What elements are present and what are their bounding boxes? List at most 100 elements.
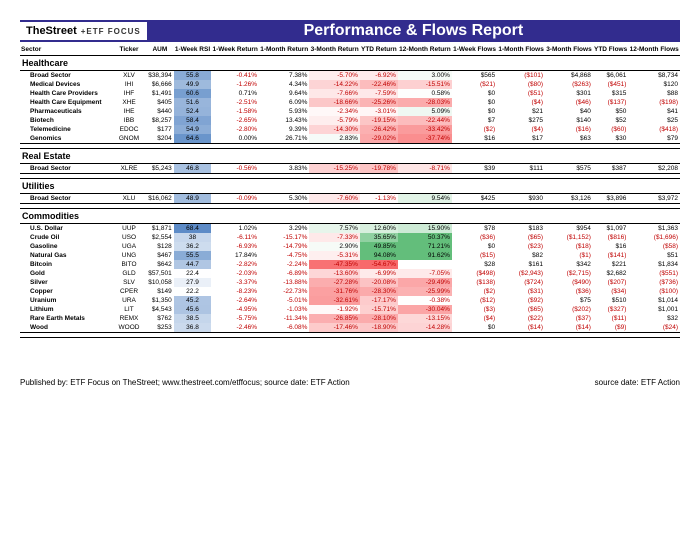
cell-ytd: -22.46% bbox=[360, 80, 398, 89]
cell-ticker: REMX bbox=[112, 314, 146, 323]
cell-fm3: ($490) bbox=[545, 278, 593, 287]
cell-m12: -13.15% bbox=[398, 314, 452, 323]
cell-ticker: LIT bbox=[112, 305, 146, 314]
cell-rsi: 52.4 bbox=[174, 107, 212, 116]
cell-m12: 50.37% bbox=[398, 233, 452, 242]
cell-fytd: ($34) bbox=[593, 287, 629, 296]
cell-ticker: IHE bbox=[112, 107, 146, 116]
cell-m12: -8.71% bbox=[398, 164, 452, 174]
cell-m3: -17.46% bbox=[309, 323, 359, 333]
performance-table: Sector Ticker AUM 1-Week RSI 1-Week Retu… bbox=[20, 44, 680, 338]
cell-aum: $762 bbox=[146, 314, 174, 323]
cell-m1: -1.03% bbox=[259, 305, 309, 314]
cell-fm12: $2,208 bbox=[628, 164, 680, 174]
cell-fytd: $221 bbox=[593, 260, 629, 269]
cell-m3: 2.90% bbox=[309, 242, 359, 251]
cell-fw1: ($4) bbox=[452, 314, 497, 323]
logo-thestreet: TheStreet bbox=[26, 25, 77, 37]
cell-ticker: GNOM bbox=[112, 134, 146, 144]
cell-fm3: $40 bbox=[545, 107, 593, 116]
cell-w1: -2.80% bbox=[211, 125, 259, 134]
cell-fm1: ($14) bbox=[497, 323, 545, 333]
cell-m3: 7.57% bbox=[309, 224, 359, 234]
cell-rsi: 22.4 bbox=[174, 269, 212, 278]
cell-fm12: ($736) bbox=[628, 278, 680, 287]
col-1w-flow: 1-Week Flows bbox=[452, 44, 497, 56]
cell-fw1: ($3) bbox=[452, 305, 497, 314]
cell-fm3: $140 bbox=[545, 116, 593, 125]
cell-m3: -26.85% bbox=[309, 314, 359, 323]
cell-m3: -18.66% bbox=[309, 98, 359, 107]
cell-fytd: $387 bbox=[593, 164, 629, 174]
cell-m3: -2.34% bbox=[309, 107, 359, 116]
cell-m12: 9.54% bbox=[398, 194, 452, 204]
cell-m3: -1.92% bbox=[309, 305, 359, 314]
cell-name: Wood bbox=[20, 323, 112, 333]
table-row: Crude OilUSO$2,55438-6.11%-15.17%-7.33%3… bbox=[20, 233, 680, 242]
cell-aum: $253 bbox=[146, 323, 174, 333]
col-aum: AUM bbox=[146, 44, 174, 56]
cell-aum: $10,058 bbox=[146, 278, 174, 287]
cell-fm3: $342 bbox=[545, 260, 593, 269]
cell-ytd: -18.90% bbox=[360, 323, 398, 333]
group-name: Real Estate bbox=[20, 149, 680, 164]
cell-fytd: ($207) bbox=[593, 278, 629, 287]
cell-fm12: ($551) bbox=[628, 269, 680, 278]
cell-m12: -28.03% bbox=[398, 98, 452, 107]
cell-w1: -2.64% bbox=[211, 296, 259, 305]
group-name: Commodities bbox=[20, 209, 680, 224]
cell-w1: 17.84% bbox=[211, 251, 259, 260]
cell-fm3: ($16) bbox=[545, 125, 593, 134]
cell-fm12: $1,363 bbox=[628, 224, 680, 234]
cell-fm12: $25 bbox=[628, 116, 680, 125]
cell-aum: $467 bbox=[146, 251, 174, 260]
cell-ytd: -28.10% bbox=[360, 314, 398, 323]
cell-m3: -14.30% bbox=[309, 125, 359, 134]
cell-m1: 13.43% bbox=[259, 116, 309, 125]
cell-fm1: ($23) bbox=[497, 242, 545, 251]
cell-fm3: ($1) bbox=[545, 251, 593, 260]
cell-fw1: $0 bbox=[452, 242, 497, 251]
cell-m12: -29.49% bbox=[398, 278, 452, 287]
cell-w1: -2.03% bbox=[211, 269, 259, 278]
cell-ticker: BITO bbox=[112, 260, 146, 269]
footer-left: Published by: ETF Focus on TheStreet; ww… bbox=[20, 378, 350, 387]
cell-name: Natural Gas bbox=[20, 251, 112, 260]
table-row: BiotechIBB$8,25758.4-2.65%13.43%-5.79%-1… bbox=[20, 116, 680, 125]
cell-m12: -37.74% bbox=[398, 134, 452, 144]
col-1m-flow: 1-Month Flows bbox=[497, 44, 545, 56]
cell-rsi: 36.8 bbox=[174, 323, 212, 333]
cell-m1: 3.29% bbox=[259, 224, 309, 234]
cell-fm3: ($46) bbox=[545, 98, 593, 107]
cell-name: Broad Sector bbox=[20, 194, 112, 204]
cell-fytd: $3,896 bbox=[593, 194, 629, 204]
cell-fw1: ($2) bbox=[452, 125, 497, 134]
footer: Published by: ETF Focus on TheStreet; ww… bbox=[20, 378, 680, 387]
cell-m3: -7.66% bbox=[309, 89, 359, 98]
cell-aum: $57,501 bbox=[146, 269, 174, 278]
cell-fm1: ($65) bbox=[497, 305, 545, 314]
cell-fm12: ($418) bbox=[628, 125, 680, 134]
table-row: GoldGLD$57,50122.4-2.03%-6.89%-13.60%-6.… bbox=[20, 269, 680, 278]
cell-ytd: -25.26% bbox=[360, 98, 398, 107]
cell-w1: 1.02% bbox=[211, 224, 259, 234]
cell-m3: -14.22% bbox=[309, 80, 359, 89]
cell-name: Biotech bbox=[20, 116, 112, 125]
cell-w1: -6.11% bbox=[211, 233, 259, 242]
cell-fm12: $120 bbox=[628, 80, 680, 89]
cell-fw1: $39 bbox=[452, 164, 497, 174]
cell-fytd: ($816) bbox=[593, 233, 629, 242]
cell-aum: $128 bbox=[146, 242, 174, 251]
cell-fw1: ($21) bbox=[452, 80, 497, 89]
cell-m12: -15.51% bbox=[398, 80, 452, 89]
cell-fm3: $3,126 bbox=[545, 194, 593, 204]
cell-m3: -5.31% bbox=[309, 251, 359, 260]
cell-fm3: $954 bbox=[545, 224, 593, 234]
cell-fm3: ($36) bbox=[545, 287, 593, 296]
cell-fw1: $0 bbox=[452, 107, 497, 116]
cell-w1: -0.09% bbox=[211, 194, 259, 204]
group-header: Real Estate bbox=[20, 149, 680, 164]
cell-m3: -31.76% bbox=[309, 287, 359, 296]
cell-m1: -11.34% bbox=[259, 314, 309, 323]
cell-rsi: 58.4 bbox=[174, 116, 212, 125]
